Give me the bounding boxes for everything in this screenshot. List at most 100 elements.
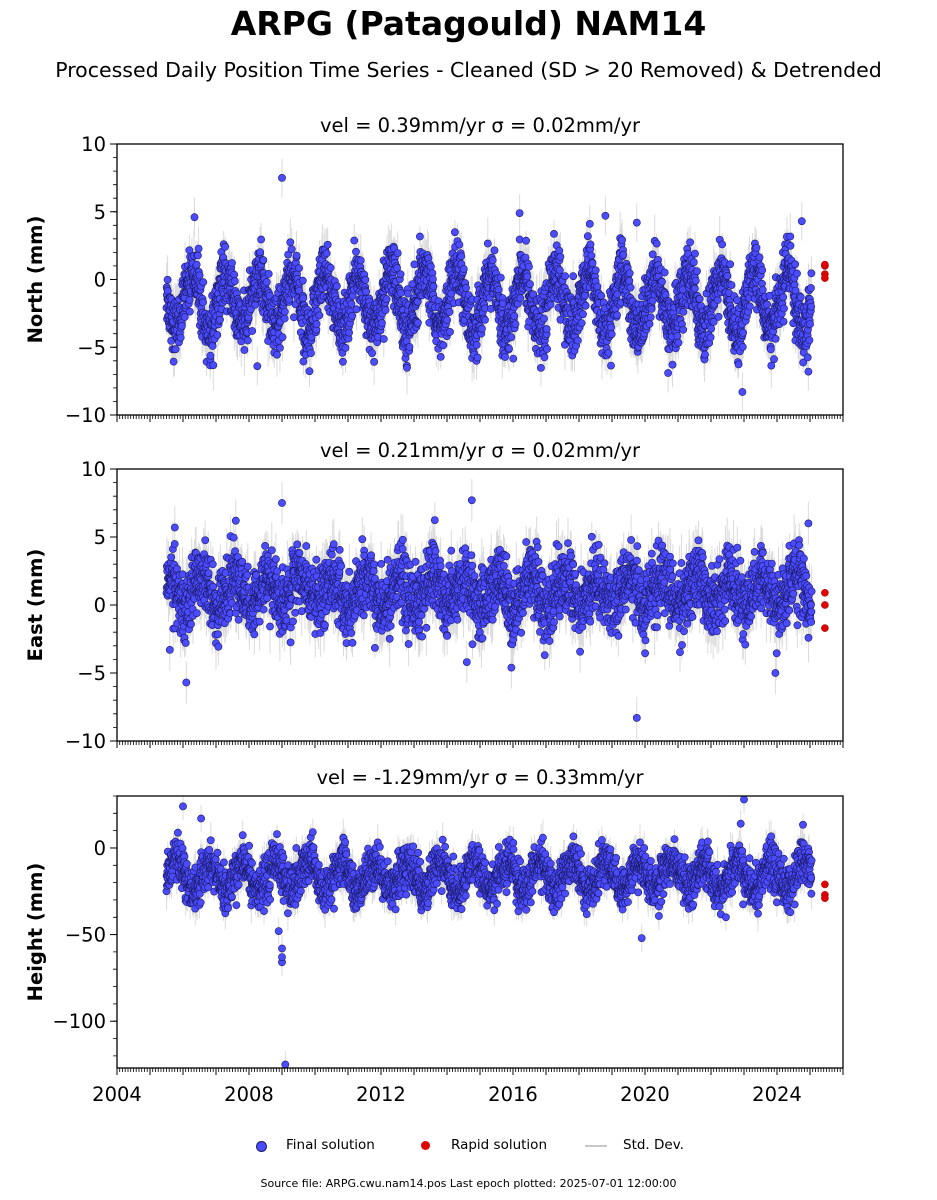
final-point — [185, 295, 194, 304]
final-point — [436, 352, 445, 361]
final-point — [779, 317, 788, 326]
final-point — [163, 275, 172, 284]
final-point — [208, 560, 217, 569]
final-point — [213, 630, 222, 639]
final-point — [431, 547, 440, 555]
final-point — [305, 367, 314, 376]
final-point — [255, 617, 264, 626]
final-point — [443, 316, 451, 324]
final-point — [542, 325, 551, 333]
final-point — [345, 567, 354, 576]
final-point — [488, 256, 497, 265]
final-point — [295, 264, 303, 273]
final-point — [177, 321, 186, 330]
final-point — [190, 213, 199, 222]
final-point — [415, 618, 423, 626]
final-point — [468, 640, 477, 649]
final-point — [286, 638, 295, 647]
final-point — [436, 562, 445, 570]
final-point — [585, 219, 594, 228]
final-point — [569, 272, 578, 281]
final-point — [293, 540, 302, 549]
final-point — [169, 357, 178, 366]
final-point — [228, 259, 236, 267]
final-point — [607, 323, 616, 332]
final-point — [298, 276, 307, 285]
final-point — [587, 251, 596, 260]
final-point — [262, 278, 271, 286]
final-point — [673, 332, 682, 340]
final-point — [607, 330, 616, 339]
final-point — [326, 263, 335, 272]
final-point — [758, 285, 767, 294]
final-point — [193, 251, 202, 260]
final-point — [209, 361, 218, 370]
final-point — [473, 353, 482, 362]
final-point — [668, 360, 677, 369]
final-point — [770, 355, 778, 364]
final-point — [658, 277, 666, 286]
final-point — [180, 313, 189, 321]
final-point — [209, 582, 217, 591]
final-point — [807, 302, 816, 311]
final-point — [345, 328, 353, 337]
final-point — [264, 269, 273, 278]
final-point — [457, 252, 466, 261]
final-point — [501, 353, 509, 361]
final-point — [358, 535, 367, 544]
final-point — [292, 251, 301, 260]
final-point — [266, 622, 274, 631]
final-point — [581, 301, 590, 310]
final-point — [577, 319, 586, 327]
final-point — [194, 244, 203, 253]
final-point — [323, 240, 332, 249]
final-point — [377, 319, 386, 327]
final-point — [370, 357, 378, 366]
final-point — [626, 283, 635, 292]
final-point — [691, 249, 699, 258]
final-point — [243, 562, 252, 571]
final-point — [686, 238, 694, 247]
final-point — [646, 313, 655, 322]
final-point — [537, 363, 545, 372]
final-point — [477, 324, 486, 333]
final-point — [450, 228, 459, 237]
final-point — [555, 266, 564, 275]
final-point — [447, 289, 456, 298]
final-point — [803, 353, 812, 362]
final-point — [404, 640, 413, 648]
final-point — [410, 260, 419, 269]
final-point — [267, 546, 276, 555]
final-point — [470, 572, 479, 580]
final-point — [201, 536, 210, 545]
final-point — [758, 266, 767, 275]
y-tick-label: −10 — [65, 404, 106, 427]
final-point — [648, 250, 657, 259]
final-point — [257, 235, 265, 244]
final-point — [689, 258, 698, 267]
north-y-minor-ticks — [113, 143, 117, 416]
final-point — [417, 611, 426, 620]
final-point — [488, 615, 497, 624]
final-point — [208, 342, 217, 350]
final-point — [171, 345, 180, 354]
final-point — [405, 342, 414, 351]
final-point — [289, 313, 298, 322]
final-point — [597, 291, 606, 300]
final-point — [403, 363, 411, 372]
final-point — [271, 555, 280, 564]
final-point — [540, 353, 549, 362]
final-point — [195, 271, 204, 280]
final-point — [691, 276, 700, 285]
final-point — [625, 269, 634, 278]
final-point — [398, 535, 407, 544]
final-point — [167, 553, 176, 562]
final-point — [607, 361, 615, 370]
final-point — [243, 336, 252, 345]
final-point — [415, 232, 424, 241]
final-point — [510, 312, 519, 320]
final-point — [439, 341, 448, 350]
final-point — [315, 311, 324, 320]
final-point — [370, 644, 379, 652]
final-point — [443, 632, 451, 640]
